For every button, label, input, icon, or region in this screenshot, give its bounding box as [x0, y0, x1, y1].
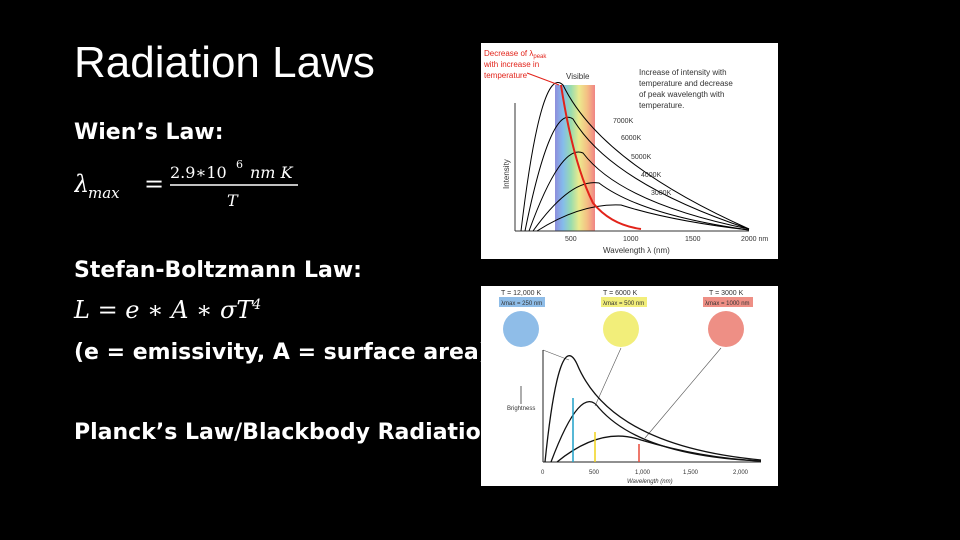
annot-left-2: with increase in	[483, 60, 539, 69]
peak-label-12000: λmax = 250 nm	[501, 301, 542, 307]
x-tick-1000: 1000	[623, 236, 639, 243]
star-glow-yellow	[603, 311, 639, 347]
curve-3000k	[536, 204, 750, 232]
annot-right-1: Increase of intensity with	[639, 68, 727, 77]
label-6000k: 6000K	[621, 135, 642, 142]
label-7000k: 7000K	[613, 118, 634, 125]
label-3000k: 3000K	[651, 190, 672, 197]
x-tick-2000: 2000 nm	[741, 236, 768, 243]
planck-y-label: Brightness	[507, 406, 535, 412]
curve-6000k-planck	[550, 401, 762, 463]
wien-numerator-unit: nm K	[250, 163, 294, 182]
wien-formula: λ max = 2.9∗10 6 nm K T	[73, 158, 314, 214]
x-tick-1500: 1500	[685, 236, 701, 243]
curve-12000k	[544, 355, 762, 463]
wien-figure: Decrease of λpeak with increase in tempe…	[481, 43, 778, 259]
wien-heading: Wien’s Law:	[74, 120, 224, 145]
temp-label-3000: T = 3000 K	[709, 290, 744, 297]
planck-x-tick-500: 500	[589, 470, 600, 476]
peak-locus-line	[560, 84, 642, 230]
peak-label-6000: λmax = 500 nm	[603, 301, 644, 307]
annot-visible: Visible	[566, 72, 590, 81]
planck-x-tick-1500: 1,500	[683, 470, 699, 476]
wien-denominator: T	[227, 191, 239, 210]
peak-box-12000	[499, 297, 545, 307]
curve-5000k	[528, 151, 750, 232]
peak-box-6000	[601, 297, 647, 307]
annot-left-1: Decrease of λpeak	[484, 49, 547, 60]
curve-7000k	[520, 82, 750, 232]
pointer-line-3	[644, 347, 722, 439]
wien-equals: =	[144, 170, 164, 198]
stefan-heading: Stefan-Boltzmann Law:	[74, 258, 362, 283]
curve-6000k	[524, 116, 750, 232]
planck-x-tick-2000: 2,000	[733, 470, 749, 476]
curve-3000k-planck	[556, 435, 762, 463]
star-glow-blue	[503, 311, 539, 347]
star-glow-red	[708, 311, 744, 347]
annot-right-4: temperature.	[639, 101, 684, 110]
label-5000k: 5000K	[631, 154, 652, 161]
stefan-formula-exp: 4	[252, 297, 262, 313]
planck-x-tick-0: 0	[541, 470, 545, 476]
x-tick-500: 500	[565, 236, 577, 243]
wien-lhs: λ	[74, 170, 89, 198]
planck-heading: Planck’s Law/Blackbody Radiation	[74, 420, 497, 445]
peak-box-3000	[703, 297, 753, 307]
curve-4000k	[532, 182, 750, 232]
planck-figure: T = 12,000 K T = 6000 K T = 3000 K λmax …	[481, 286, 778, 486]
wien-x-label: Wavelength λ (nm)	[603, 246, 670, 255]
peak-label-3000: λmax = 1000 nm	[705, 301, 750, 307]
wien-lhs-sub: max	[88, 184, 120, 202]
stefan-formula: L = e ∗ A ∗ σT4	[74, 296, 261, 324]
temp-label-12000: T = 12,000 K	[501, 290, 541, 297]
stefan-formula-text: L = e ∗ A ∗ σT	[74, 296, 253, 324]
planck-x-label: Wavelength (nm)	[627, 479, 673, 485]
stefan-note: (e = emissivity, A = surface area)	[74, 340, 489, 365]
annotation-arrow	[526, 72, 560, 86]
annot-right-3: of peak wavelength with	[639, 90, 724, 99]
label-4000k: 4000K	[641, 172, 662, 179]
wien-y-label: Intensity	[502, 159, 511, 189]
visible-spectrum-band	[555, 85, 595, 231]
slide-title: Radiation Laws	[74, 38, 375, 87]
annot-right-2: temperature and decrease	[639, 79, 733, 88]
annot-left-3: temperature	[484, 71, 528, 80]
pointer-line-2	[594, 347, 622, 407]
temp-label-6000: T = 6000 K	[603, 290, 638, 297]
wien-numerator-exp: 6	[236, 158, 243, 171]
planck-x-tick-1000: 1,000	[635, 470, 651, 476]
wien-numerator: 2.9∗10	[170, 163, 227, 182]
